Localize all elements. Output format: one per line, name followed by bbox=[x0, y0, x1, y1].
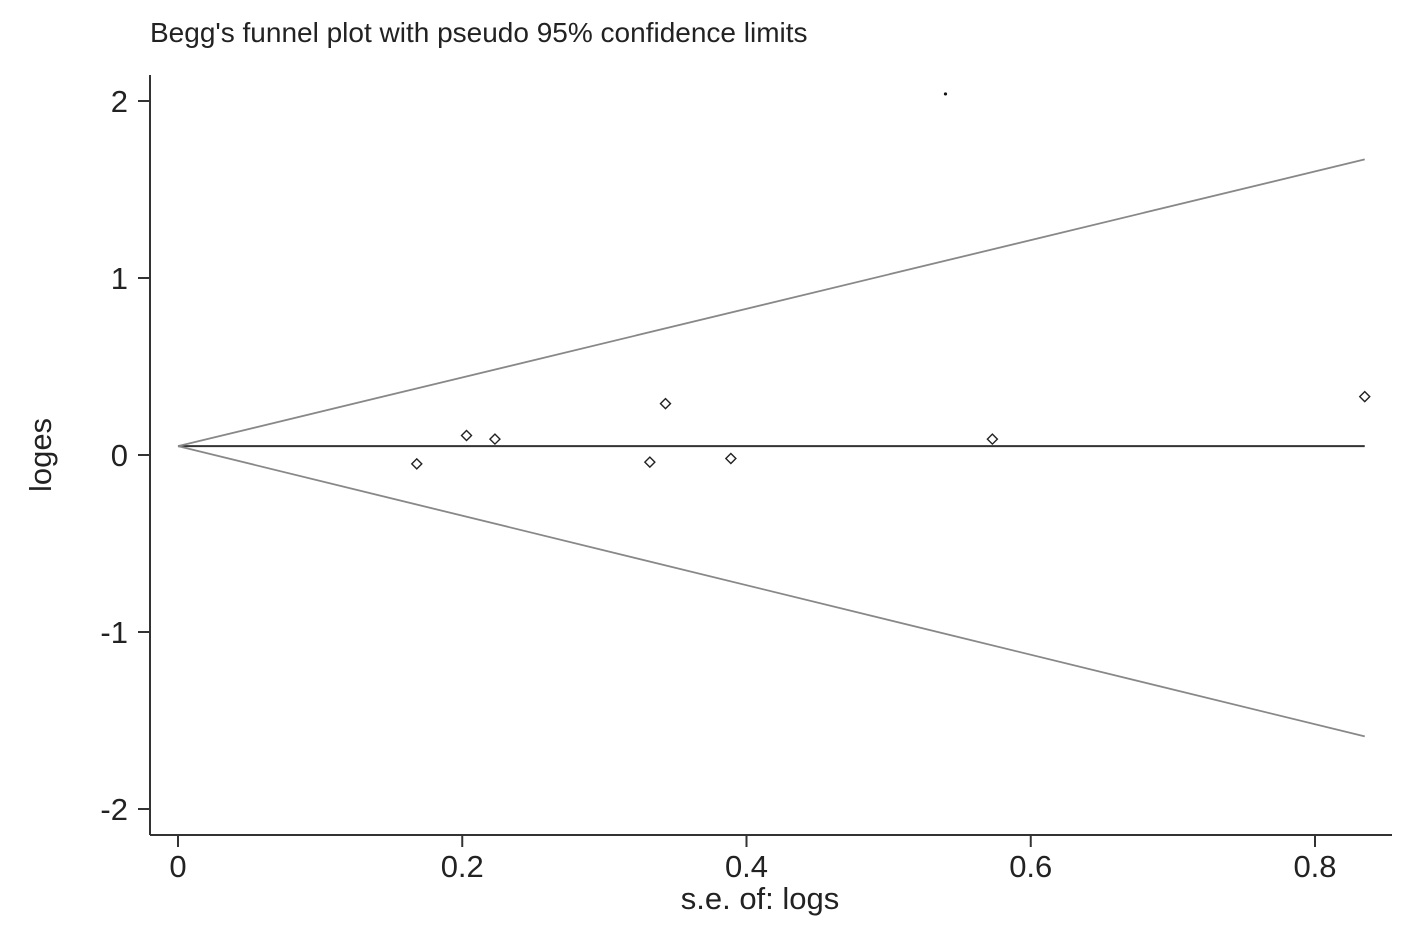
x-tick-label: 0.2 bbox=[441, 849, 484, 884]
study-point bbox=[986, 433, 999, 446]
x-tick-label: 0.6 bbox=[1009, 849, 1052, 884]
study-point bbox=[488, 433, 501, 446]
x-axis-title: s.e. of: logs bbox=[681, 881, 840, 916]
x-tick-label: 0 bbox=[169, 849, 186, 884]
lower-confidence-limit-line bbox=[177, 445, 1365, 738]
y-tick-label: -2 bbox=[100, 792, 128, 827]
study-point bbox=[410, 457, 423, 470]
x-tick-label: 0.8 bbox=[1293, 849, 1336, 884]
y-tick-label: -1 bbox=[100, 615, 128, 650]
y-axis-title: loges bbox=[23, 418, 58, 492]
x-ticks: 0 0.2 0.4 0.6 0.8 bbox=[169, 835, 1337, 884]
study-point bbox=[460, 429, 473, 442]
study-point bbox=[724, 452, 737, 465]
stray-dot-point bbox=[943, 92, 948, 96]
study-points bbox=[410, 92, 1371, 470]
y-ticks: -2 -1 0 1 2 bbox=[100, 84, 150, 827]
chart-title: Begg's funnel plot with pseudo 95% confi… bbox=[150, 17, 808, 48]
study-point bbox=[659, 397, 672, 410]
study-point bbox=[643, 456, 656, 469]
study-point bbox=[1358, 390, 1371, 403]
x-tick-label: 0.4 bbox=[725, 849, 768, 884]
upper-confidence-limit-line bbox=[177, 158, 1365, 448]
y-tick-label: 2 bbox=[111, 84, 128, 119]
y-tick-label: 0 bbox=[111, 438, 128, 473]
funnel-lines bbox=[177, 158, 1365, 738]
y-tick-label: 1 bbox=[111, 261, 128, 296]
